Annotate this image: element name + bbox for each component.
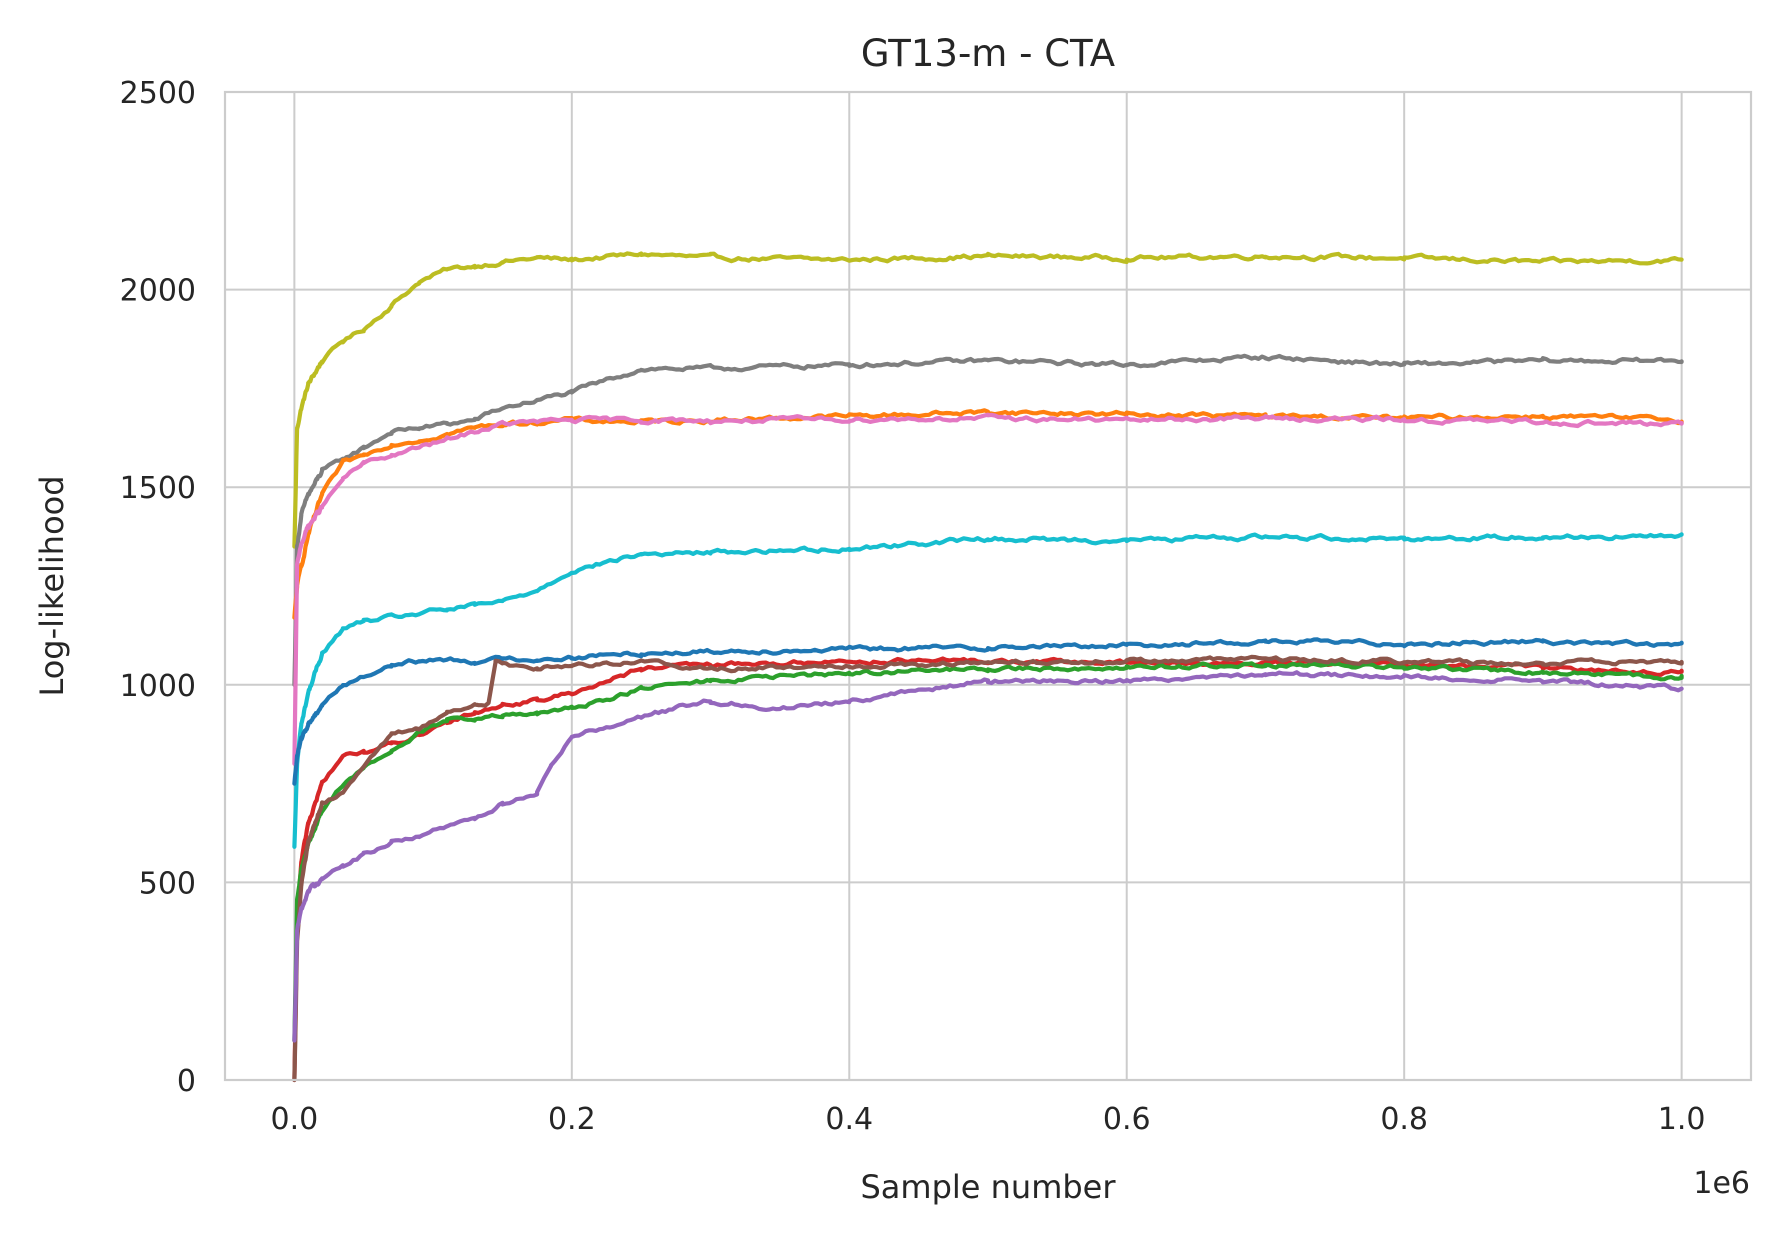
chart-title: GT13-m - CTA [861, 32, 1115, 75]
grid [225, 91, 1751, 1081]
series-line [292, 654, 1684, 1083]
x-tick-label: 0.2 [548, 1102, 596, 1137]
series-line [292, 412, 1684, 766]
x-tick-label: 0.4 [825, 1102, 873, 1137]
series-lines [292, 251, 1684, 1083]
x-tick-label: 0.0 [271, 1102, 319, 1137]
series-line [292, 251, 1684, 549]
x-tick-labels: 0.0 0.2 0.4 0.6 0.8 1.0 [271, 1102, 1706, 1137]
x-axis-label: Sample number [860, 1168, 1116, 1206]
y-tick-label: 500 [139, 866, 196, 901]
y-tick-label: 1000 [120, 669, 196, 704]
x-tick-label: 0.6 [1103, 1102, 1151, 1137]
series-line [292, 661, 1684, 1043]
series-line [292, 532, 1684, 849]
series-line [292, 408, 1684, 620]
y-tick-label: 2500 [120, 76, 196, 111]
plot-frame [223, 90, 1753, 1082]
y-tick-label: 2000 [120, 274, 196, 309]
y-tick-label: 0 [177, 1064, 196, 1099]
x-tick-label: 1.0 [1658, 1102, 1706, 1137]
series-line [292, 353, 1684, 687]
x-axis-offset-text: 1e6 [1693, 1166, 1750, 1201]
y-tick-label: 1500 [120, 471, 196, 506]
series-line [292, 670, 1684, 1043]
y-tick-labels: 0 500 1000 1500 2000 2500 [120, 76, 196, 1099]
x-tick-label: 0.8 [1380, 1102, 1428, 1137]
y-axis-label: Log-likelihood [33, 475, 71, 696]
series-line [292, 656, 1684, 1083]
series-line [292, 637, 1684, 786]
